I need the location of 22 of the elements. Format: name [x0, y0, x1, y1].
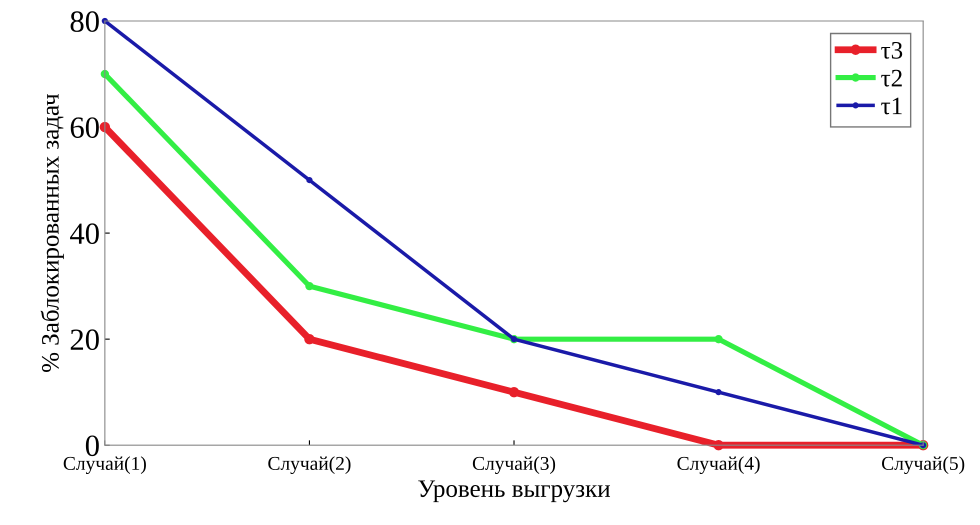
x-axis-title: Уровень выгрузки — [418, 480, 610, 502]
point — [100, 122, 110, 132]
point — [715, 389, 722, 396]
y-tick-label: 0 — [86, 435, 99, 456]
y-tick-label: 40 — [70, 223, 99, 244]
x-tick-label: Случай(5) — [882, 456, 964, 474]
legend-label: τ2 — [881, 70, 902, 87]
x-tick-label: Случай(3) — [472, 456, 556, 474]
y-tick-label: 80 — [70, 11, 99, 32]
x-tick-label: Случай(4) — [677, 456, 760, 474]
point — [304, 334, 315, 344]
point — [305, 282, 314, 290]
legend-label: τ1 — [881, 98, 902, 114]
point — [508, 386, 520, 398]
x-tick-label: Случай(1) — [64, 456, 146, 474]
y-tick-label: 60 — [70, 117, 99, 138]
legend-label: τ3 — [881, 42, 902, 59]
point — [714, 334, 723, 344]
x-tick-label: Случай(2) — [268, 456, 351, 474]
y-tick-label: 20 — [70, 329, 99, 350]
y-axis-title: % Заблокированных задач — [40, 94, 64, 372]
point — [306, 176, 313, 184]
